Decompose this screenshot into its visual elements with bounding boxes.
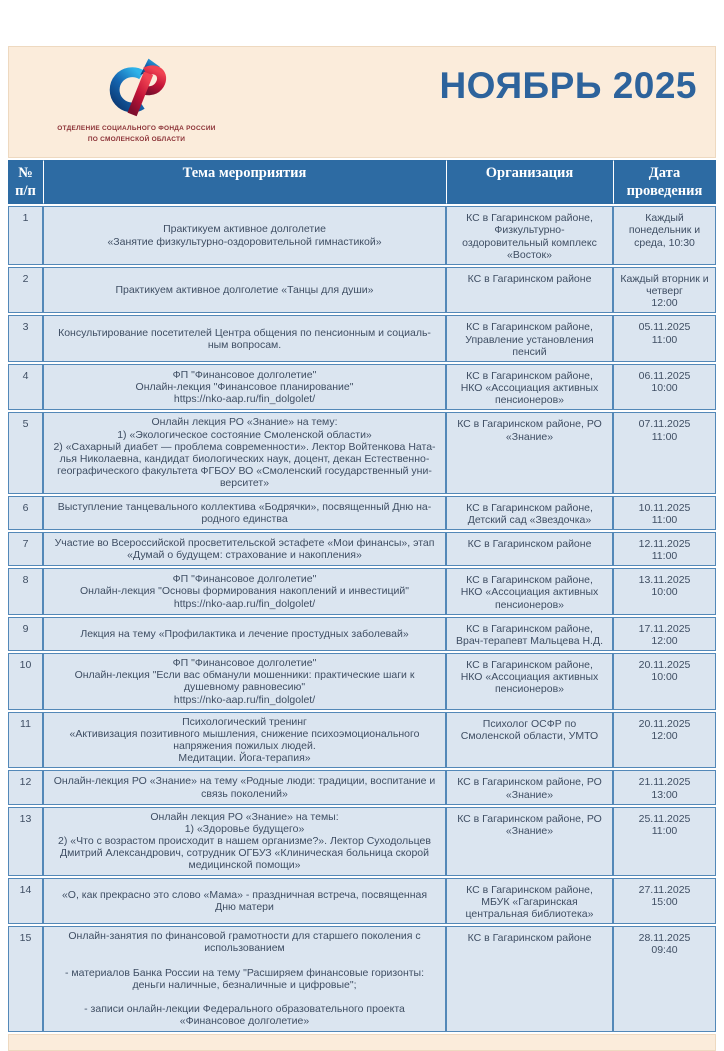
event-topic: Онлайн-лекция РО «Знание» на тему «Родны… [43,770,446,805]
event-organization: КС в Гагаринском районе, РО «Знание» [446,806,613,876]
table-row: 7 Участие во Всероссийской просветительс… [8,531,716,567]
col-header-num: № п/п [8,160,43,205]
event-topic: Онлайн лекция РО «Знание» на тему: 1) «Э… [43,412,446,494]
event-topic: «О, как прекрасно это слово «Мама» - пра… [43,877,446,925]
table-row: 8 ФП "Финансовое долголетие" Онлайн-лекц… [8,568,716,615]
event-topic: ФП "Финансовое долголетие" Онлайн-лекция… [43,653,446,710]
event-date: 13.11.2025 10:00 [613,568,716,615]
event-date: 05.11.2025 11:00 [613,315,716,362]
row-number: 7 [8,531,43,567]
event-topic: Выступление танцевального коллектива «Бо… [43,495,446,530]
event-date: 28.11.2025 09:40 [613,926,716,1032]
event-organization: КС в Гагаринском районе, МБУК «Гагаринск… [446,877,613,925]
event-date: 07.11.2025 11:00 [613,412,716,494]
row-number: 11 [8,711,43,769]
col-header-date: Дата проведения [613,160,716,205]
row-number: 4 [8,363,43,411]
event-organization: КС в Гагаринском районе [446,926,613,1032]
table-row: 11 Психологический тренинг «Активизация … [8,711,716,769]
event-topic: Практикуем активное долголетие «Танцы дл… [43,266,446,314]
event-date: 25.11.2025 11:00 [613,806,716,876]
event-topic: Психологический тренинг «Активизация поз… [43,711,446,769]
table-row: 13 Онлайн лекция РО «Знание» на темы: 1)… [8,806,716,876]
col-header-org: Организация [446,160,613,205]
page-title: НОЯБРЬ 2025 [439,65,697,106]
table-row: 5 Онлайн лекция РО «Знание» на тему: 1) … [8,412,716,494]
page: ОТДЕЛЕНИЕ СОЦИАЛЬНОГО ФОНДА РОССИИ ПО СМ… [8,46,716,1051]
masthead: ОТДЕЛЕНИЕ СОЦИАЛЬНОГО ФОНДА РОССИИ ПО СМ… [8,46,716,158]
event-date: 10.11.2025 11:00 [613,495,716,530]
event-organization: КС в Гагаринском районе, Физкультурно- о… [446,206,613,265]
event-topic: Практикуем активное долголетие «Занятие … [43,206,446,265]
row-number: 8 [8,568,43,615]
table-row: 2 Практикуем активное долголетие «Танцы … [8,266,716,314]
event-date: Каждый понедельник и среда, 10:30 [613,206,716,265]
event-organization: КС в Гагаринском районе [446,531,613,567]
table-row: 9 Лекция на тему «Профилактика и лечение… [8,616,716,652]
col-header-topic: Тема мероприятия [43,160,446,205]
event-organization: КС в Гагаринском районе, РО «Знание» [446,412,613,494]
table-row: 15 Онлайн-занятия по финансовой грамотно… [8,926,716,1032]
event-topic: Лекция на тему «Профилактика и лечение п… [43,616,446,652]
events-table-head: № п/п Тема мероприятия Организация Дата … [8,160,716,205]
event-topic: Онлайн-занятия по финансовой грамотности… [43,926,446,1032]
brand-org-name: ОТДЕЛЕНИЕ СОЦИАЛЬНОГО ФОНДА РОССИИ ПО СМ… [57,125,216,143]
event-date: 20.11.2025 10:00 [613,653,716,710]
row-number: 5 [8,412,43,494]
event-date: 21.11.2025 13:00 [613,770,716,805]
event-organization: КС в Гагаринском районе, РО «Знание» [446,770,613,805]
event-date: 17.11.2025 12:00 [613,616,716,652]
header-row: № п/п Тема мероприятия Организация Дата … [8,160,716,205]
event-topic: Участие во Всероссийской просветительско… [43,531,446,567]
event-topic: ФП "Финансовое долголетие" Онлайн-лекция… [43,568,446,615]
footer-strip [8,1033,716,1051]
event-organization: Психолог ОСФР по Смоленской области, УМТ… [446,711,613,769]
row-number: 12 [8,770,43,805]
table-row: 14 «О, как прекрасно это слово «Мама» - … [8,877,716,925]
table-row: 6 Выступление танцевального коллектива «… [8,495,716,530]
table-row: 1 Практикуем активное долголетие «Заняти… [8,206,716,265]
event-organization: КС в Гагаринском районе, Детский сад «Зв… [446,495,613,530]
event-date: 12.11.2025 11:00 [613,531,716,567]
event-organization: КС в Гагаринском районе, НКО «Ассоциация… [446,363,613,411]
event-topic: Консультирование посетителей Центра обще… [43,315,446,362]
events-table: № п/п Тема мероприятия Организация Дата … [8,158,716,1034]
row-number: 14 [8,877,43,925]
table-row: 12 Онлайн-лекция РО «Знание» на тему «Ро… [8,770,716,805]
row-number: 2 [8,266,43,314]
table-row: 10 ФП "Финансовое долголетие" Онлайн-лек… [8,653,716,710]
row-number: 10 [8,653,43,710]
row-number: 13 [8,806,43,876]
row-number: 9 [8,616,43,652]
event-organization: КС в Гагаринском районе, НКО «Ассоциация… [446,568,613,615]
row-number: 3 [8,315,43,362]
events-table-body: 1 Практикуем активное долголетие «Заняти… [8,206,716,1032]
event-date: 27.11.2025 15:00 [613,877,716,925]
row-number: 15 [8,926,43,1032]
event-organization: КС в Гагаринском районе, Управление уста… [446,315,613,362]
event-date: Каждый вторник и четверг 12:00 [613,266,716,314]
event-topic: ФП "Финансовое долголетие" Онлайн-лекция… [43,363,446,411]
event-organization: КС в Гагаринском районе, НКО «Ассоциация… [446,653,613,710]
brand-block: ОТДЕЛЕНИЕ СОЦИАЛЬНОГО ФОНДА РОССИИ ПО СМ… [29,55,244,145]
event-organization: КС в Гагаринском районе [446,266,613,314]
row-number: 6 [8,495,43,530]
event-topic: Онлайн лекция РО «Знание» на темы: 1) «З… [43,806,446,876]
event-date: 20.11.2025 12:00 [613,711,716,769]
row-number: 1 [8,206,43,265]
sfr-logo-icon [109,58,166,117]
event-date: 06.11.2025 10:00 [613,363,716,411]
event-organization: КС в Гагаринском районе, Врач-терапевт М… [446,616,613,652]
table-row: 4 ФП "Финансовое долголетие" Онлайн-лекц… [8,363,716,411]
table-row: 3 Консультирование посетителей Центра об… [8,315,716,362]
